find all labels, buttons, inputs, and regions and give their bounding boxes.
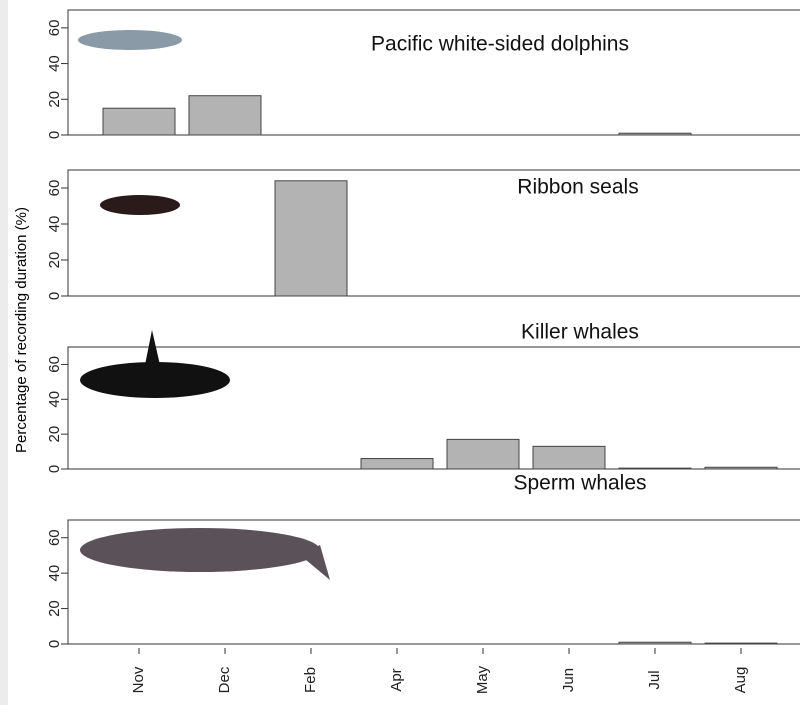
x-tick-label: Jul bbox=[646, 670, 663, 689]
y-tick-label: 40 bbox=[46, 391, 63, 408]
sperm-whale-illustration bbox=[80, 528, 320, 572]
y-tick-label: 60 bbox=[46, 20, 63, 37]
bar bbox=[618, 641, 692, 645]
x-tick-label: Jun bbox=[560, 668, 577, 692]
orca-illustration bbox=[80, 362, 230, 398]
orca-fin bbox=[145, 330, 160, 365]
panel-frame bbox=[67, 9, 800, 136]
y-tick-label: 20 bbox=[46, 600, 63, 617]
y-tick-label: 0 bbox=[46, 640, 63, 648]
dolphin-illustration bbox=[78, 30, 182, 50]
panels: 0 20 40 60 0 20 40 60 0 20 40 60 0 20 40 60 Nov Dec Feb Apr… bbox=[46, 9, 800, 694]
panel-frame bbox=[67, 346, 800, 470]
animal-illustrations bbox=[78, 30, 330, 580]
panel-frame bbox=[67, 519, 800, 645]
bar bbox=[360, 458, 434, 470]
x-tick-label: Dec bbox=[216, 666, 233, 693]
panel-title: Sperm whales bbox=[513, 472, 646, 495]
bar bbox=[274, 180, 348, 297]
sperm-whale-tail bbox=[300, 545, 330, 580]
x-tick-label: May bbox=[474, 665, 491, 694]
y-tick-label: 20 bbox=[46, 426, 63, 443]
y-tick-label: 0 bbox=[46, 131, 63, 139]
y-tick-label: 20 bbox=[46, 91, 63, 108]
bar bbox=[532, 445, 606, 470]
y-tick-label: 0 bbox=[46, 292, 63, 300]
bar bbox=[704, 642, 778, 645]
y-tick-label: 40 bbox=[46, 55, 63, 72]
panel-title: Killer whales bbox=[521, 321, 639, 344]
x-tick-label: Nov bbox=[130, 666, 147, 693]
bar bbox=[188, 95, 262, 136]
bar bbox=[618, 467, 692, 470]
bar bbox=[102, 107, 176, 136]
y-tick-label: 40 bbox=[46, 565, 63, 582]
x-tick-label: Aug bbox=[732, 667, 749, 694]
y-axis-label: Percentage of recording duration (%) bbox=[13, 207, 30, 453]
x-tick-label: Apr bbox=[388, 668, 405, 691]
y-tick-label: 60 bbox=[46, 529, 63, 546]
y-tick-label: 0 bbox=[46, 465, 63, 473]
y-tick-label: 20 bbox=[46, 252, 63, 269]
y-tick-label: 60 bbox=[46, 180, 63, 197]
panel-title: Ribbon seals bbox=[517, 176, 638, 199]
seal-illustration bbox=[100, 195, 180, 215]
bar bbox=[446, 438, 520, 470]
panel-frame bbox=[67, 169, 800, 297]
panel-title: Pacific white-sided dolphins bbox=[371, 33, 629, 56]
bar bbox=[704, 466, 778, 470]
y-tick-label: 60 bbox=[46, 356, 63, 373]
x-tick-label: Feb bbox=[302, 667, 319, 693]
plot-background bbox=[8, 0, 800, 705]
y-tick-label: 40 bbox=[46, 216, 63, 233]
bar bbox=[618, 132, 692, 136]
